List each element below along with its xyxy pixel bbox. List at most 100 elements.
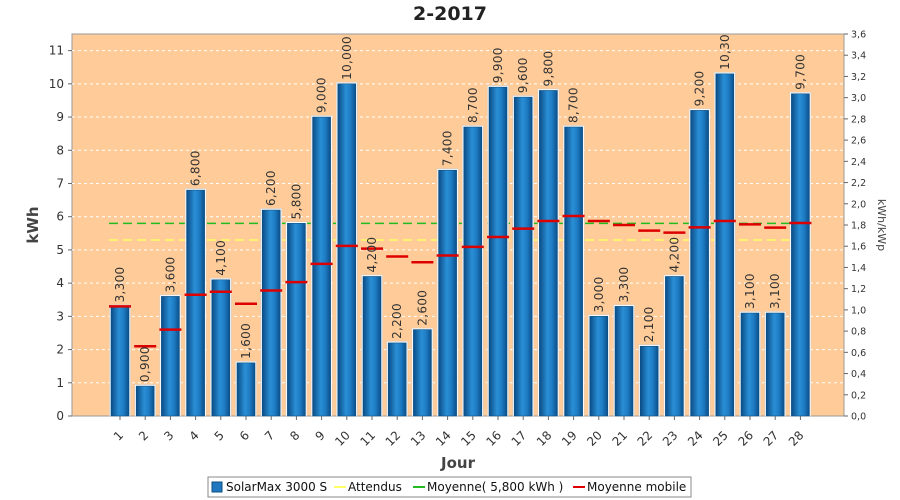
data-label: 4,100 [214,240,228,276]
x-tick-label: 25 [710,428,731,449]
x-tick-label: 6 [237,428,252,443]
data-label: 3,000 [592,276,606,312]
data-label: 3,100 [743,273,757,309]
y-tick-label: 6 [56,210,64,224]
y-axis: 0 1 2 3 4 5 6 7 8 9 10 11 [49,44,72,423]
bar [186,189,205,417]
data-label: 9,800 [541,51,555,87]
y2-tick-label: 2,6 [851,136,866,147]
x-tick-label: 2 [136,428,151,443]
y2-tick-label: 3,2 [851,72,866,83]
bar [589,316,609,417]
data-labels: 3,300 0,900 3,600 6,800 4,100 1,600 6,200 5,800… [113,34,807,382]
x-tick-label: 15 [458,428,479,449]
y-tick-label: 2 [56,343,64,357]
chart-title: 2-2017 [413,3,487,25]
legend-label: SolarMax 3000 S [226,480,327,494]
legend-label: Moyenne mobile [587,480,686,494]
y-axis-label: kWh [24,206,42,243]
x-tick-label: 21 [609,428,630,449]
y2-tick-label: 2,0 [851,199,866,210]
bar [236,362,256,417]
bar [312,116,331,417]
x-tick-label: 3 [161,428,176,443]
bar [387,342,407,417]
data-label: 5,800 [289,183,303,219]
bar [614,306,634,417]
data-label: 10,30 [718,34,732,70]
x-tick-label: 5 [212,428,227,443]
x-tick-label: 27 [761,428,782,449]
y-tick-label: 3 [56,309,64,323]
x-axis: 1 2 3 4 5 6 7 8 9 10 11 12 13 14 15 16 17 18 19 20 21 22 23 24 2… [111,416,807,449]
data-label: 6,200 [264,170,278,206]
bar [135,385,155,417]
y2-axis-label: kWh/kWp [875,199,888,251]
y2-tick-label: 0,4 [851,369,866,380]
y2-tick-label: 3,6 [851,30,866,41]
legend-label: Moyenne( 5,800 kWh ) [427,480,563,494]
x-tick-label: 17 [509,428,530,449]
reference-lines [109,222,812,241]
data-label: 10,000 [340,36,354,80]
x-tick-label: 11 [357,428,378,449]
bar [791,93,810,417]
y2-tick-label: 0,0 [851,412,866,423]
x-tick-label: 7 [262,428,277,443]
data-label: 3,300 [113,267,127,303]
y-tick-label: 0 [56,409,64,423]
legend-box [207,476,692,498]
bar [287,223,306,417]
y2-tick-label: 2,8 [851,114,866,125]
bar [715,73,735,417]
x-axis-label: Jour [440,454,476,472]
x-tick-label: 26 [735,428,756,449]
x-tick-label: 22 [635,428,656,449]
x-tick-label: 13 [408,428,429,449]
x-tick-label: 18 [534,428,555,449]
data-label: 9,600 [516,57,530,93]
data-label: 8,700 [567,87,581,123]
y2-tick-label: 3,4 [851,51,866,62]
legend: SolarMax 3000 S Attendus Moyenne( 5,800 kW… [207,476,692,498]
bar [513,96,533,417]
y-tick-label: 8 [56,143,64,157]
data-label: 3,300 [617,267,631,303]
x-tick-label: 23 [660,428,681,449]
bar [463,126,483,417]
data-label: 0,900 [138,346,152,382]
x-tick-label: 24 [685,428,706,449]
bar [690,110,709,417]
x-tick-label: 14 [433,428,454,449]
bar [362,276,382,417]
legend-swatch [211,481,223,493]
y-tick-label: 1 [56,376,64,390]
y2-tick-label: 0,2 [851,390,866,401]
data-label: 2,600 [415,290,429,326]
data-label: 9,700 [793,54,807,90]
x-tick-label: 4 [186,428,201,443]
bar [765,312,785,417]
y-tick-label: 4 [56,276,64,290]
bars [109,72,812,417]
moving-average-marks [109,214,812,348]
y2-tick-label: 1,8 [851,221,866,232]
bar [488,86,508,417]
x-tick-label: 20 [584,428,605,449]
bar [539,90,558,417]
legend-label: Attendus [348,480,402,494]
y2-axis: 0,0 0,2 0,4 0,6 0,8 1,0 1,2 1,4 1,6 1,8 2,0 2,2 2,4 2… [844,30,866,423]
x-tick-label: 19 [559,428,580,449]
x-tick-label: 8 [287,428,302,443]
y-tick-label: 7 [56,176,64,190]
bar [337,83,357,417]
bar [261,209,281,417]
y2-tick-label: 2,4 [851,157,866,168]
x-tick-label: 10 [332,428,353,449]
bar [639,345,659,417]
bar [211,279,231,417]
y2-tick-label: 0,8 [851,327,866,338]
x-tick-label: 1 [111,428,126,443]
data-label: 9,200 [693,71,707,107]
